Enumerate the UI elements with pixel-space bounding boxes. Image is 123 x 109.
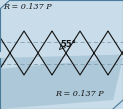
Text: 55°: 55°: [60, 40, 76, 49]
Text: R = 0.137 P: R = 0.137 P: [3, 3, 52, 11]
Polygon shape: [0, 0, 123, 53]
Polygon shape: [0, 0, 123, 51]
Text: R = 0.137 P: R = 0.137 P: [55, 90, 104, 98]
Polygon shape: [0, 53, 123, 109]
